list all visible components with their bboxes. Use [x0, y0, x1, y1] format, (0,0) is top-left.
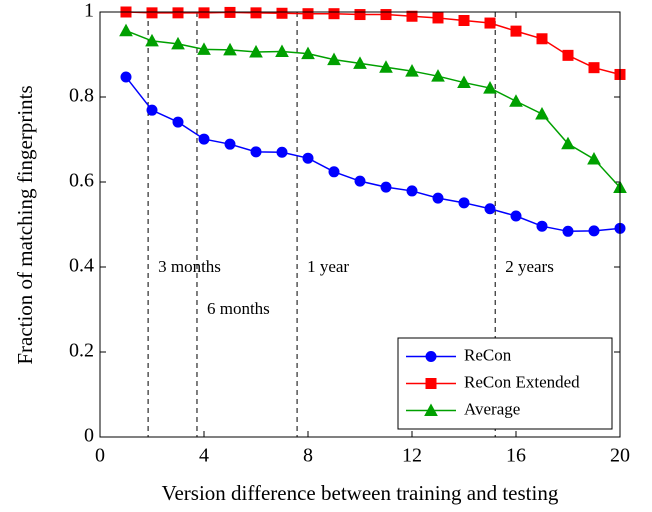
marker [172, 7, 184, 19]
marker [536, 220, 548, 232]
y-tick-label: 0.6 [69, 170, 94, 192]
series-line [125, 76, 621, 233]
marker [145, 33, 159, 47]
marker [276, 7, 288, 19]
marker [301, 46, 315, 60]
marker [406, 185, 418, 197]
marker [484, 203, 496, 215]
marker [379, 60, 393, 73]
marker [432, 192, 444, 204]
marker [483, 81, 497, 94]
marker [171, 36, 185, 50]
marker [509, 94, 523, 107]
y-tick-label: 0.2 [69, 340, 94, 362]
marker [510, 25, 522, 37]
marker [457, 75, 471, 89]
marker [588, 62, 600, 74]
y-tick-label: 1 [84, 0, 94, 22]
x-axis-label: Version difference between training and … [162, 481, 559, 505]
annotation-label: 2 years [505, 257, 554, 276]
marker [302, 152, 314, 164]
legend: ReCon ReCon Extended Average [397, 337, 613, 430]
marker [405, 64, 419, 77]
marker [146, 104, 158, 116]
marker [406, 10, 418, 22]
marker [425, 351, 437, 362]
marker [562, 49, 574, 61]
marker [588, 225, 600, 237]
marker [250, 7, 262, 19]
marker [484, 17, 496, 29]
x-tick-label: 0 [95, 445, 105, 467]
marker [425, 378, 437, 389]
marker [223, 42, 237, 56]
marker [327, 52, 341, 66]
marker [328, 8, 340, 20]
legend-label: ReCon [464, 345, 512, 364]
marker [250, 146, 262, 158]
marker [458, 15, 470, 26]
legend-label: Average [464, 399, 520, 418]
marker [120, 71, 132, 83]
marker [172, 116, 184, 128]
marker [510, 210, 522, 222]
marker [536, 33, 548, 45]
y-axis-label: Fraction of matching fingerprints [13, 85, 37, 364]
y-tick-label: 0.4 [69, 255, 94, 277]
legend-label: ReCon Extended [464, 372, 580, 391]
marker [354, 9, 366, 21]
marker [328, 166, 340, 178]
marker [431, 69, 445, 82]
marker [302, 8, 314, 20]
marker [458, 197, 470, 209]
annotation-label: 3 months [158, 257, 221, 276]
plot-frame [99, 11, 621, 438]
x-tick-label: 12 [402, 445, 422, 467]
marker [119, 23, 133, 37]
marker [197, 42, 211, 55]
marker [198, 7, 210, 19]
marker [432, 12, 444, 24]
y-tick-label: 0.8 [69, 85, 94, 107]
marker [275, 44, 289, 58]
x-tick-label: 16 [506, 445, 526, 467]
marker [380, 9, 392, 21]
x-tick-label: 20 [610, 445, 630, 467]
marker [276, 146, 288, 158]
marker [249, 44, 263, 58]
y-tick-label: 0 [84, 425, 94, 447]
annotation-label: 6 months [207, 299, 270, 318]
annotation-label: 1 year [307, 257, 349, 276]
marker [562, 225, 574, 237]
marker [561, 136, 575, 150]
marker [354, 175, 366, 187]
marker [380, 181, 392, 193]
marker [587, 152, 601, 165]
marker [424, 403, 438, 416]
x-tick-label: 8 [303, 445, 313, 467]
marker [224, 138, 236, 150]
marker [353, 56, 367, 69]
series-line [125, 30, 621, 189]
marker [198, 133, 210, 145]
x-tick-label: 4 [199, 445, 209, 467]
marker [146, 7, 158, 19]
marker [535, 106, 549, 120]
